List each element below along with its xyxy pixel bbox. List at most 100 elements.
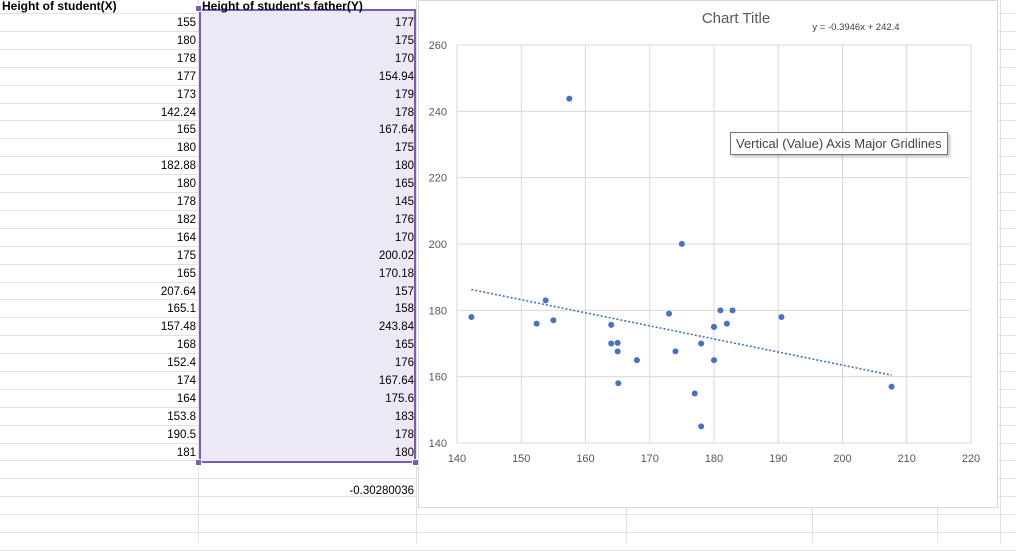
y-tick-label: 160 <box>429 372 447 384</box>
cell-student-height[interactable]: 165.1 <box>167 303 196 315</box>
scatter-chart[interactable]: 140 150 160 170 180 190 200 210 220 140 160 180 200 2… <box>418 0 998 508</box>
cell-father-height[interactable]: 175 <box>394 35 414 47</box>
data-point <box>778 313 785 320</box>
correlation-result[interactable]: -0.30280036 <box>349 485 414 497</box>
y-tick-label: 220 <box>429 173 447 185</box>
cell-father-height[interactable]: 180 <box>394 160 414 172</box>
cell-student-height[interactable]: 178 <box>176 53 196 65</box>
cell-student-height[interactable]: 152.4 <box>167 357 196 369</box>
y-tick-label: 240 <box>429 106 447 118</box>
cell-student-height[interactable]: 168 <box>176 339 196 351</box>
x-tick-label: 200 <box>833 453 851 465</box>
data-point <box>608 340 615 347</box>
x-tick-label: 160 <box>576 453 594 465</box>
y-tick-label: 260 <box>429 40 447 52</box>
header-father-height[interactable]: Height of student's father(Y) <box>202 0 363 13</box>
cell-student-height[interactable]: 165 <box>176 124 196 136</box>
cell-student-height[interactable]: 155 <box>176 17 196 29</box>
cell-student-height[interactable]: 181 <box>176 447 196 459</box>
cell-student-height[interactable]: 175 <box>176 250 196 262</box>
cell-father-height[interactable]: 180 <box>394 447 414 459</box>
data-point <box>678 240 685 247</box>
y-tick-label: 200 <box>429 239 447 251</box>
selected-range-y[interactable] <box>199 9 416 463</box>
cell-father-height[interactable]: 165 <box>394 339 414 351</box>
cell-father-height[interactable]: 170 <box>394 53 414 65</box>
data-point <box>672 348 679 355</box>
column-gridline <box>198 0 199 543</box>
cell-father-height[interactable]: 165 <box>394 178 414 190</box>
cell-father-height[interactable]: 183 <box>394 411 414 423</box>
cell-father-height[interactable]: 154.94 <box>378 71 414 83</box>
row-gridline <box>0 514 1016 515</box>
cell-father-height[interactable]: 175.6 <box>385 393 414 405</box>
data-point <box>717 307 724 314</box>
cell-student-height[interactable]: 153.8 <box>167 411 196 423</box>
row-gridline <box>0 532 1016 533</box>
gridlines-tooltip: Vertical (Value) Axis Major Gridlines <box>730 132 948 155</box>
cell-father-height[interactable]: 243.84 <box>378 321 414 333</box>
x-tick-label: 190 <box>769 453 787 465</box>
cell-father-height[interactable]: 200.02 <box>378 250 414 262</box>
cell-student-height[interactable]: 164 <box>176 232 196 244</box>
cell-father-height[interactable]: 179 <box>394 89 414 101</box>
cell-father-height[interactable]: 177 <box>394 17 414 29</box>
cell-father-height[interactable]: 167.64 <box>378 124 414 136</box>
cell-student-height[interactable]: 180 <box>176 178 196 190</box>
cell-student-height[interactable]: 174 <box>176 375 196 387</box>
cell-father-height[interactable]: 145 <box>394 196 414 208</box>
x-tick-label: 220 <box>962 453 980 465</box>
cell-father-height[interactable]: 170.18 <box>378 268 414 280</box>
data-point <box>533 320 540 327</box>
data-point <box>542 297 549 304</box>
cell-student-height[interactable]: 178 <box>176 196 196 208</box>
cell-student-height[interactable]: 165 <box>176 268 196 280</box>
data-point <box>614 339 621 346</box>
chart-plot-area: 140 150 160 170 180 190 200 210 220 140 160 180 200 2… <box>429 10 981 465</box>
cell-student-height[interactable]: 182.88 <box>160 160 196 172</box>
data-point <box>711 323 717 330</box>
cell-student-height[interactable]: 207.64 <box>160 286 196 298</box>
data-point <box>666 310 673 317</box>
y-tick-label: 140 <box>429 438 447 450</box>
data-point <box>550 317 557 324</box>
cell-student-height[interactable]: 182 <box>176 214 196 226</box>
selection-handle-top[interactable] <box>195 5 202 12</box>
cell-father-height[interactable]: 158 <box>394 303 414 315</box>
data-point <box>698 340 705 347</box>
cell-student-height[interactable]: 180 <box>176 142 196 154</box>
trendline-equation: y = -0.3946x + 242.4 <box>812 22 899 33</box>
data-point <box>468 313 475 320</box>
data-point <box>729 307 736 314</box>
cell-father-height[interactable]: 167.64 <box>378 375 414 387</box>
cell-student-height[interactable]: 157.48 <box>160 321 196 333</box>
data-point <box>691 390 698 397</box>
data-point <box>633 357 640 364</box>
x-tick-label: 140 <box>448 453 466 465</box>
cell-student-height[interactable]: 190.5 <box>167 429 196 441</box>
y-tick-label: 180 <box>429 305 447 317</box>
cell-father-height[interactable]: 176 <box>394 214 414 226</box>
cell-student-height[interactable]: 164 <box>176 393 196 405</box>
data-point <box>723 320 730 327</box>
cell-father-height[interactable]: 178 <box>394 107 414 119</box>
cell-father-height[interactable]: 157 <box>394 286 414 298</box>
data-point <box>888 383 895 390</box>
cell-student-height[interactable]: 173 <box>176 89 196 101</box>
cell-father-height[interactable]: 178 <box>394 429 414 441</box>
data-point <box>615 380 622 387</box>
cell-student-height[interactable]: 142.24 <box>160 107 196 119</box>
trendline <box>471 288 892 376</box>
data-point <box>614 348 621 355</box>
data-point <box>608 321 615 328</box>
cell-father-height[interactable]: 175 <box>394 142 414 154</box>
data-point <box>711 357 717 364</box>
header-student-height[interactable]: Height of student(X) <box>2 0 117 13</box>
data-point <box>566 95 573 102</box>
cell-student-height[interactable]: 177 <box>176 71 196 83</box>
column-gridline <box>1000 0 1001 543</box>
cell-father-height[interactable]: 176 <box>394 357 414 369</box>
cell-student-height[interactable]: 180 <box>176 35 196 47</box>
cell-father-height[interactable]: 170 <box>394 232 414 244</box>
selection-handle-bottom[interactable] <box>195 459 202 466</box>
